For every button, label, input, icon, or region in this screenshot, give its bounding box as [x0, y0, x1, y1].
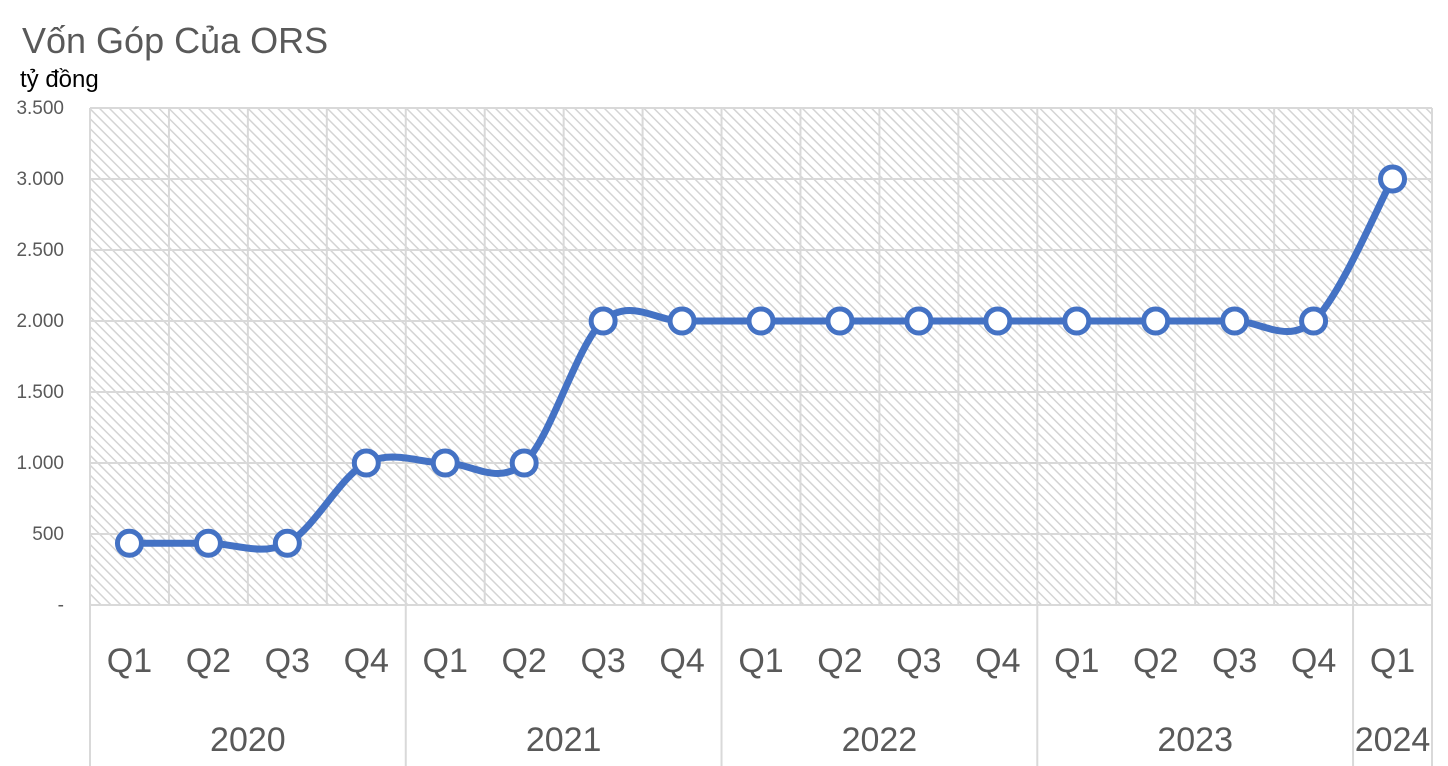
data-point-marker: [193, 528, 223, 558]
data-point-marker: [1141, 306, 1171, 336]
x-tick-label: Q3: [1212, 642, 1257, 680]
data-point-marker: [667, 306, 697, 336]
x-tick-label: Q4: [1291, 642, 1336, 680]
x-tick-label: Q1: [107, 642, 152, 680]
x-axis: Q1 Q2 Q3 Q4 Q1 Q2 Q3 Q4 Q1 Q2 Q3 Q4 Q1 Q2 Q3 Q4 Q1 2020 20…: [89, 605, 1433, 766]
y-tick-label: 3.500: [16, 98, 64, 119]
y-tick-label: 3.000: [16, 169, 64, 190]
data-point-marker: [114, 528, 144, 558]
x-tick-label: Q4: [344, 642, 389, 680]
x-tick-label: Q2: [501, 642, 546, 680]
y-axis-ticks: - 500 1.000 1.500 2.000 2.500 3.000 3.500: [16, 98, 64, 616]
data-point-marker: [272, 528, 302, 558]
data-point-marker: [1062, 306, 1092, 336]
y-axis-unit-label: tỷ đồng: [20, 66, 99, 93]
x-tick-label: Q4: [659, 642, 704, 680]
x-group-label: 2022: [842, 721, 918, 759]
x-tick-label: Q1: [1054, 642, 1099, 680]
data-point-marker: [509, 448, 539, 478]
y-tick-label: 2.000: [16, 311, 64, 332]
x-tick-label: Q2: [817, 642, 862, 680]
data-point-marker: [588, 306, 618, 336]
data-point-marker: [983, 306, 1013, 336]
x-tick-label: Q4: [975, 642, 1020, 680]
x-tick-label: Q2: [186, 642, 231, 680]
x-tick-label: Q1: [1370, 642, 1415, 680]
data-point-marker: [904, 306, 934, 336]
y-tick-label: 1.000: [16, 453, 64, 474]
x-group-label: 2023: [1157, 721, 1233, 759]
data-point-marker: [1220, 306, 1250, 336]
data-point-marker: [1299, 306, 1329, 336]
x-group-label: 2024: [1355, 721, 1431, 759]
data-point-marker: [351, 448, 381, 478]
y-tick-label: 2.500: [16, 240, 64, 261]
x-tick-label: Q2: [1133, 642, 1178, 680]
x-tick-label: Q3: [265, 642, 310, 680]
x-group-label: 2021: [526, 721, 602, 759]
series-markers: [114, 164, 1408, 558]
data-point-marker: [1378, 164, 1408, 194]
data-point-marker: [430, 448, 460, 478]
x-group-label: 2020: [210, 721, 286, 759]
series-line: [125, 175, 1397, 553]
data-point-marker: [746, 306, 776, 336]
y-tick-label: 500: [32, 524, 64, 545]
x-tick-label: Q1: [423, 642, 468, 680]
y-tick-label: 1.500: [16, 382, 64, 403]
x-tick-label: Q1: [738, 642, 783, 680]
x-tick-label: Q3: [580, 642, 625, 680]
data-point-marker: [825, 306, 855, 336]
chart-title: Vốn Góp Của ORS: [22, 20, 329, 61]
series-line-path: [125, 175, 1397, 553]
x-tick-label: Q3: [896, 642, 941, 680]
y-tick-label: -: [58, 595, 64, 616]
